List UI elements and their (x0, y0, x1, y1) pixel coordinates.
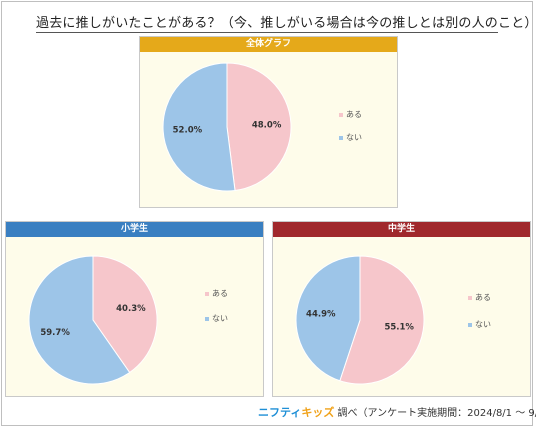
legend-swatch-elementary-aru (205, 292, 209, 296)
pie-slice-overall-aru (226, 62, 292, 192)
data-label-middle-aru: 55.1% (384, 322, 414, 332)
legend-swatch-middle-aru (468, 296, 472, 300)
pie-slice-overall-nai (162, 62, 236, 192)
panel-header-overall: 全体グラフ (140, 37, 397, 52)
legend-swatch-middle-nai (468, 323, 472, 327)
chart-panel-overall: 全体グラフ 48.0% 52.0% あるない (139, 36, 398, 208)
legend-label-elementary-aru: ある (212, 289, 228, 298)
brand-name-part1: ニフティ (258, 406, 302, 419)
legend-label-overall-nai: ない (346, 133, 362, 142)
legend-label-elementary-nai: ない (212, 314, 228, 323)
source-text: 調べ（アンケート実施期間：2024/8/1 〜 9/9） (337, 408, 536, 419)
pie-slice-middle-nai (295, 255, 361, 382)
pie-slice-elementary-aru (92, 255, 158, 374)
legend-swatch-elementary-nai (205, 317, 209, 321)
legend-swatch-overall-nai (339, 136, 343, 140)
brand-name-part2: キッズ (301, 406, 335, 419)
legend-label-middle-aru: ある (475, 293, 491, 302)
data-label-middle-nai: 44.9% (306, 310, 336, 320)
panel-header-elementary: 小学生 (6, 222, 263, 237)
pie-slice-middle-aru (339, 255, 425, 385)
chart-panel-middle: 中学生 55.1% 44.9% あるない (272, 221, 531, 397)
legend-label-overall-aru: ある (346, 110, 362, 119)
panel-header-middle: 中学生 (273, 222, 530, 237)
chart-panel-elementary: 小学生 40.3% 59.7% あるない (5, 221, 264, 397)
legend-swatch-overall-aru (339, 113, 343, 117)
data-label-elementary-aru: 40.3% (116, 304, 146, 314)
source-footer: ニフティキッズ 調べ（アンケート実施期間：2024/8/1 〜 9/9） (258, 404, 536, 420)
data-label-elementary-nai: 59.7% (40, 328, 70, 338)
data-label-overall-nai: 52.0% (173, 126, 203, 136)
page-title: 過去に推しがいたことがある？（今、推しがいる場合は今の推しとは別の人のこと） (36, 16, 536, 31)
data-label-overall-aru: 48.0% (252, 121, 282, 131)
legend-label-middle-nai: ない (475, 320, 491, 329)
title-underline (36, 32, 498, 33)
pie-slice-elementary-nai (28, 255, 131, 385)
